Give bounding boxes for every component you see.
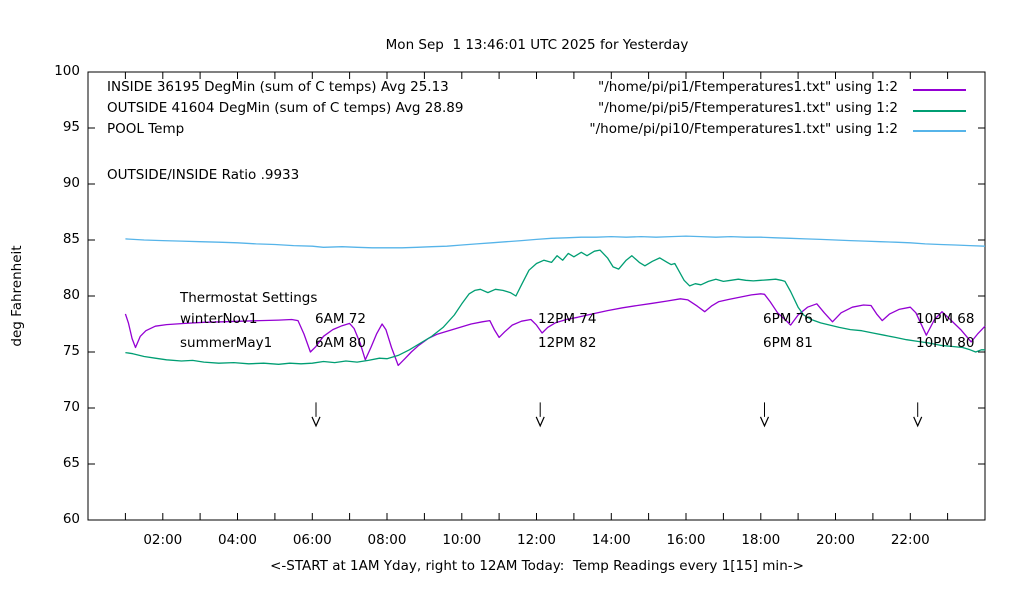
ratio-note: OUTSIDE/INSIDE Ratio .9933 <box>107 167 300 183</box>
chart-title: Mon Sep 1 13:46:01 UTC 2025 for Yesterda… <box>385 37 689 53</box>
series-line-pool <box>125 235 986 249</box>
legend-entry-file: "/home/pi/pi1/Ftemperatures1.txt" using … <box>598 79 898 95</box>
y-axis-label: deg Fahrenheit <box>9 245 25 347</box>
x-tick-label: 02:00 <box>143 532 183 548</box>
x-tick-label: 16:00 <box>666 532 706 548</box>
legend-line-swatch <box>913 110 966 112</box>
y-tick-label: 60 <box>62 511 80 527</box>
y-tick-label: 95 <box>62 119 80 135</box>
thermostat-cell: 6AM 80 <box>315 335 366 351</box>
legend-entry-label: POOL Temp <box>107 121 185 137</box>
thermostat-cell: 12PM 82 <box>538 335 597 351</box>
thermostat-cell: winterNov1 <box>180 311 258 327</box>
series-line-inside <box>124 293 986 367</box>
legend-entry-label: OUTSIDE 41604 DegMin (sum of C temps) Av… <box>107 100 464 116</box>
x-tick-label: 18:00 <box>741 532 781 548</box>
y-tick-label: 65 <box>62 455 80 471</box>
legend-line-swatch <box>913 130 966 132</box>
legend-line-swatch <box>913 89 966 91</box>
thermostat-title: Thermostat Settings <box>180 290 318 306</box>
legend-entry-label: INSIDE 36195 DegMin (sum of C temps) Avg… <box>107 79 449 95</box>
thermostat-cell: summerMay1 <box>180 335 273 351</box>
x-tick-label: 08:00 <box>367 532 407 548</box>
thermostat-cell: 12PM 74 <box>538 311 597 327</box>
series-line-outside <box>125 249 985 365</box>
legend-entry-file: "/home/pi/pi10/Ftemperatures1.txt" using… <box>589 121 898 137</box>
y-tick-label: 90 <box>62 175 80 191</box>
y-tick-label: 100 <box>54 63 80 79</box>
down-arrow-icon <box>759 416 770 428</box>
thermostat-cell: 6PM 81 <box>763 335 813 351</box>
x-tick-label: 06:00 <box>292 532 332 548</box>
y-tick-label: 70 <box>62 399 80 415</box>
x-axis-label: <-START at 1AM Yday, right to 12AM Today… <box>270 558 804 574</box>
thermostat-cell: 10PM 80 <box>916 335 975 351</box>
down-arrow-icon <box>535 416 545 428</box>
down-arrow-icon <box>913 416 923 428</box>
x-tick-label: 14:00 <box>591 532 631 548</box>
y-tick-label: 85 <box>62 231 80 247</box>
thermostat-cell: 6PM 76 <box>763 311 813 327</box>
x-tick-label: 04:00 <box>218 532 257 548</box>
x-tick-label: 20:00 <box>816 532 855 548</box>
legend-entry-file: "/home/pi/pi5/Ftemperatures1.txt" using … <box>598 100 898 116</box>
thermostat-cell: 10PM 68 <box>916 311 975 327</box>
y-tick-label: 80 <box>62 287 80 303</box>
x-tick-label: 12:00 <box>517 532 556 548</box>
down-arrow-icon <box>311 416 321 428</box>
x-tick-label: 22:00 <box>890 532 930 548</box>
thermostat-cell: 6AM 72 <box>315 311 366 327</box>
y-tick-label: 75 <box>62 343 80 359</box>
x-tick-label: 10:00 <box>442 532 482 548</box>
